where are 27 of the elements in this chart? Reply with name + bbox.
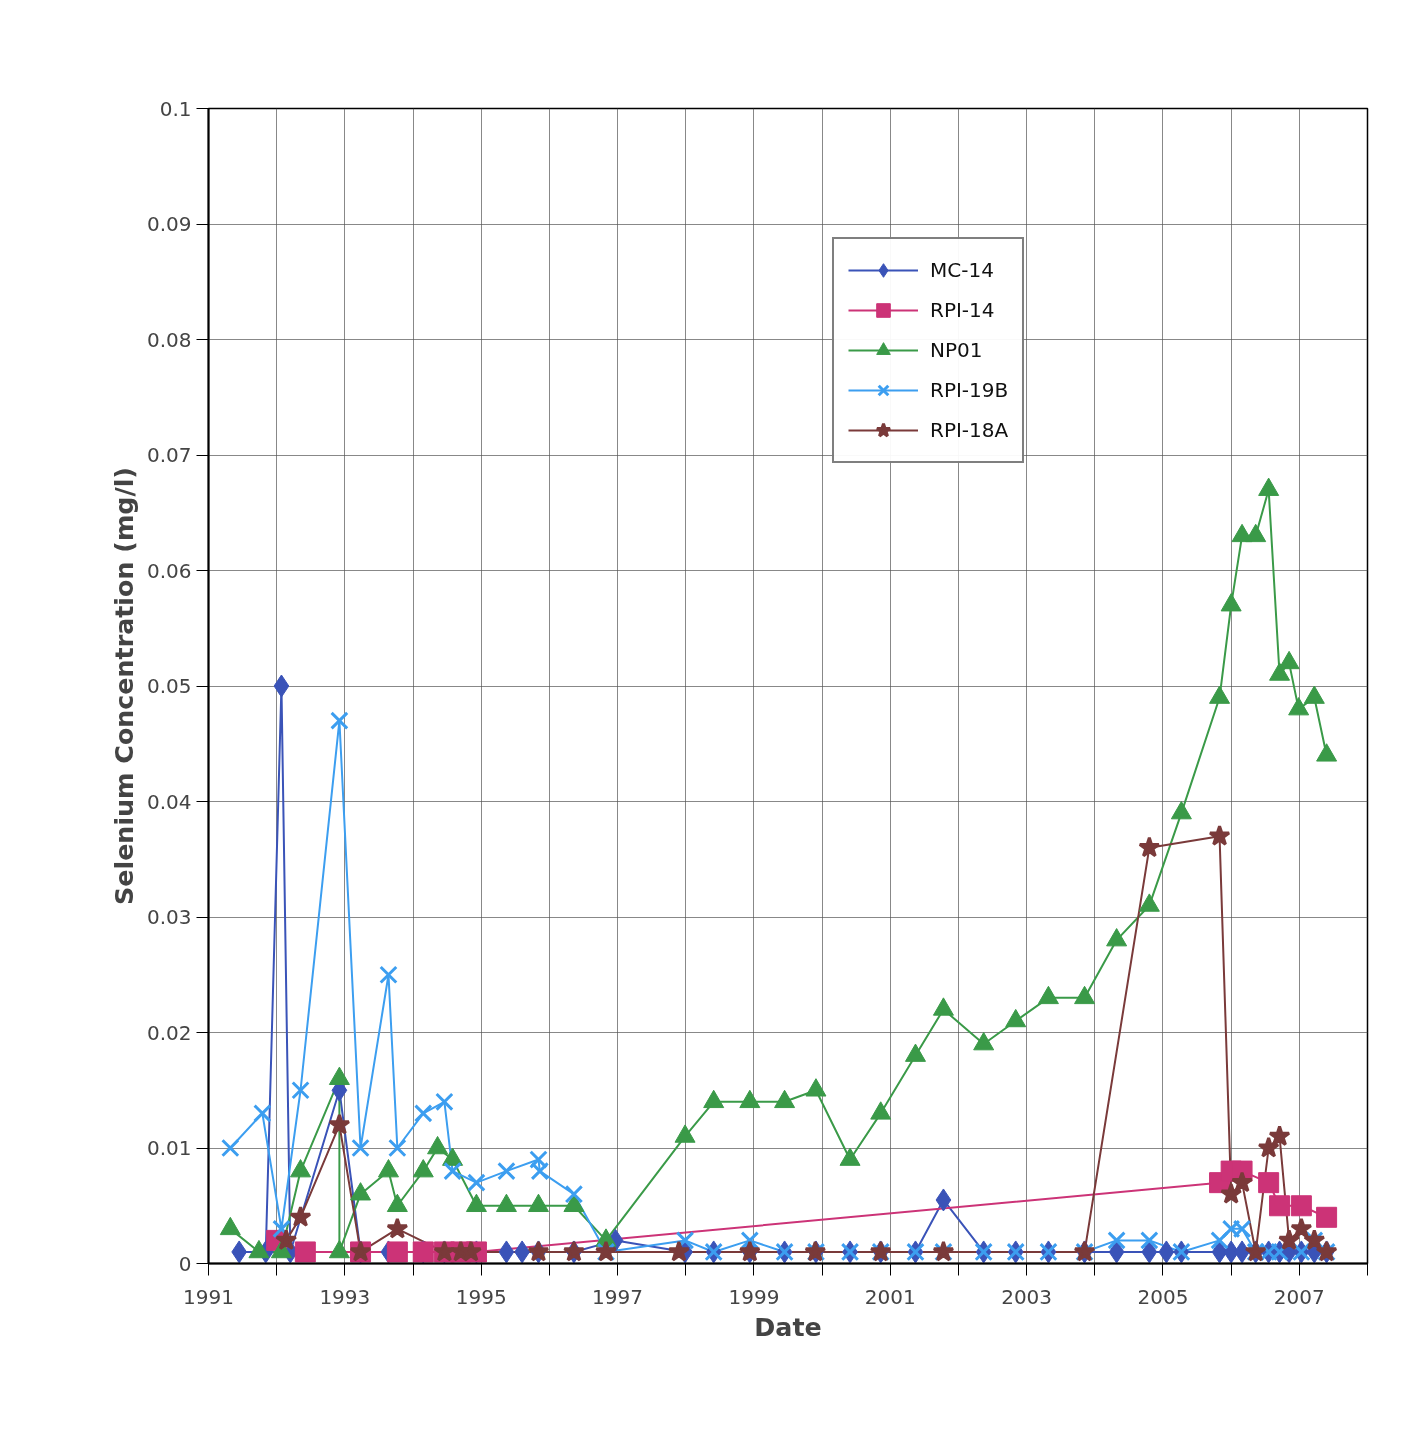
legend-label: NP01	[930, 338, 983, 362]
x-tick-label: 1991	[183, 1284, 234, 1309]
x-tick-label: 2003	[1001, 1284, 1053, 1309]
y-tick-label: 0.09	[146, 212, 192, 236]
y-tick-label: 0.07	[146, 443, 192, 467]
legend-label: RPI-18A	[930, 418, 1009, 442]
y-axis-title: Selenium Concentration (mg/l)	[108, 467, 139, 905]
x-tick-label: 2007	[1273, 1284, 1325, 1309]
y-tick-label: 0.1	[159, 96, 192, 121]
legend-label: MC-14	[930, 258, 994, 282]
y-tick-label: 0.05	[146, 674, 192, 698]
y-tick-label: 0.01	[146, 1136, 192, 1160]
x-tick-label: 2001	[864, 1284, 916, 1309]
y-tick-label: 0.03	[146, 905, 192, 929]
y-tick-label: 0.08	[146, 327, 192, 352]
legend-label: RPI-14	[930, 298, 995, 322]
y-tick-label: 0	[178, 1251, 192, 1276]
y-tick-label: 0.06	[146, 558, 192, 583]
x-tick-label: 1999	[728, 1284, 780, 1309]
legend-label: RPI-19B	[930, 378, 1009, 402]
x-tick-label: 1993	[319, 1284, 371, 1309]
y-tick-label: 0.02	[146, 1020, 192, 1045]
y-tick-label: 0.04	[146, 789, 192, 814]
x-tick-label: 2005	[1137, 1284, 1189, 1309]
x-axis-title: Date	[754, 1311, 822, 1342]
x-tick-label: 1995	[455, 1284, 507, 1309]
x-tick-label: 1997	[592, 1284, 644, 1309]
